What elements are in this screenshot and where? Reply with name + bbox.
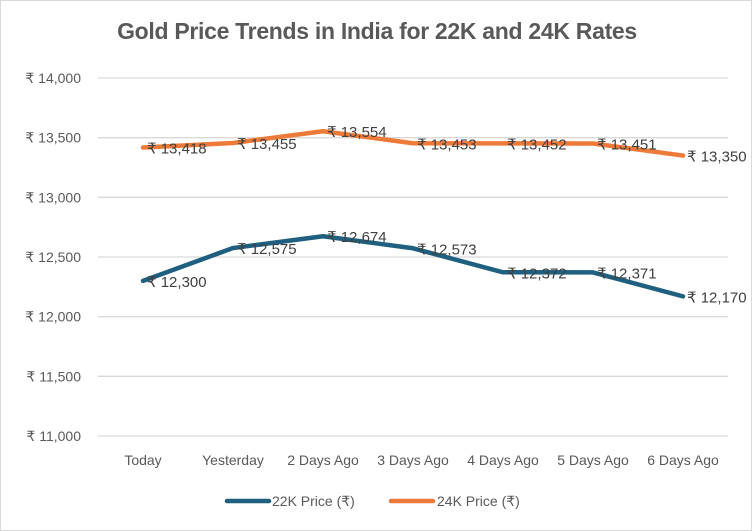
x-tick-label: Today [124,452,161,468]
x-tick-label: 2 Days Ago [287,452,359,468]
legend-label: 22K Price (₹) [272,493,355,509]
series-lines [140,128,686,299]
y-tick-label: ₹ 11,500 [26,368,81,384]
data-label: ₹ 13,418 [147,140,207,157]
x-axis: Today Yesterday 2 Days Ago 3 Days Ago 4 Days… [124,452,719,468]
y-tick-label: ₹ 13,000 [25,189,81,205]
x-tick-label: 6 Days Ago [647,452,719,468]
data-label: ₹ 12,575 [237,241,297,258]
x-tick-label: Yesterday [202,452,264,468]
legend: 22K Price (₹) 24K Price (₹) [224,493,520,509]
data-label: ₹ 13,452 [507,136,567,153]
data-label: ₹ 12,573 [417,241,477,258]
x-tick-label: 3 Days Ago [377,452,449,468]
y-tick-label: ₹ 12,500 [25,249,81,265]
gridlines [98,77,728,437]
y-tick-label: ₹ 11,000 [26,428,81,444]
data-label: ₹ 13,455 [237,136,297,153]
data-label: ₹ 13,451 [597,137,657,154]
y-tick-label: ₹ 14,000 [25,70,81,86]
data-label: ₹ 12,300 [147,274,207,291]
data-label: ₹ 12,372 [507,265,567,282]
y-tick-label: ₹ 12,000 [25,309,81,325]
data-label: ₹ 13,453 [417,136,477,153]
data-label: ₹ 12,371 [597,265,657,282]
y-tick-label: ₹ 13,500 [25,130,81,146]
data-label: ₹ 12,170 [687,289,747,306]
chart-title: Gold Price Trends in India for 22K and 2… [117,18,637,44]
data-label: ₹ 13,554 [327,124,387,141]
x-tick-label: 4 Days Ago [467,452,539,468]
data-label: ₹ 13,350 [687,149,747,166]
data-label: ₹ 12,674 [327,229,387,246]
y-axis: ₹ 11,000 ₹ 11,500 ₹ 12,000 ₹ 12,500 ₹ 13,000… [25,70,81,444]
data-labels: ₹ 12,300 ₹ 12,575 ₹ 12,674 ₹ 12,573 ₹ 12,372… [147,124,747,306]
x-tick-label: 5 Days Ago [557,452,629,468]
legend-label: 24K Price (₹) [437,493,520,509]
